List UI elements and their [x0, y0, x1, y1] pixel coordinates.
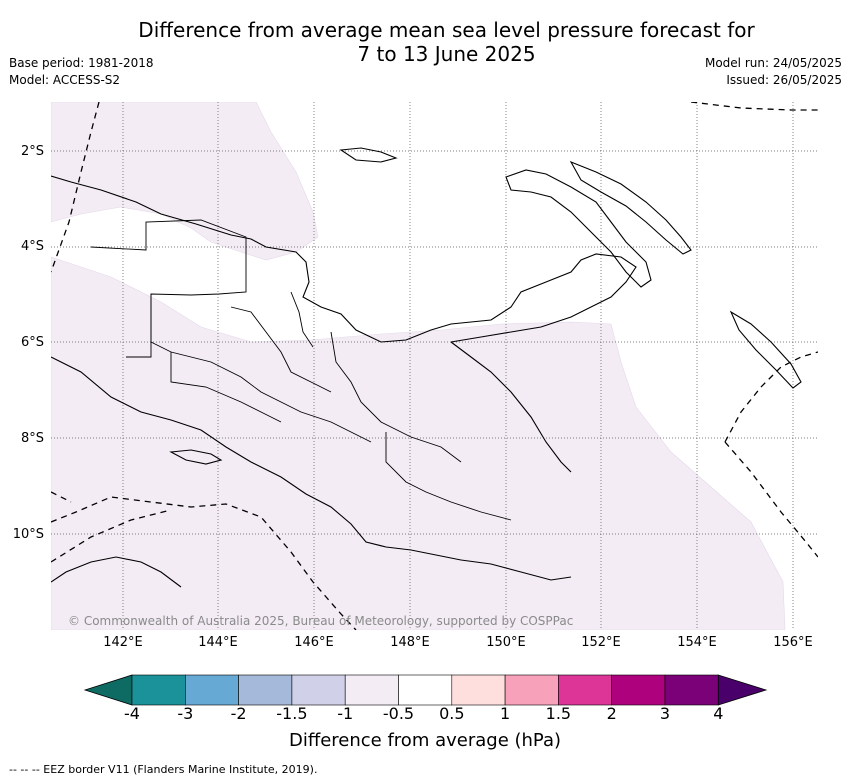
- colorbar-arrow-low: [83, 674, 133, 706]
- meta-right: Model run: 24/05/2025 Issued: 26/05/2025: [705, 55, 842, 89]
- title-line-1: Difference from average mean sea level p…: [138, 18, 755, 42]
- colorbar: [0, 670, 850, 710]
- colorbar-tick-label: 3: [659, 704, 671, 723]
- colorbar-segment: [131, 674, 186, 706]
- model-run: Model run: 24/05/2025: [704, 56, 842, 70]
- lon-label-150e: 150°E: [486, 635, 526, 650]
- colorbar-tick-label: -3: [177, 704, 194, 723]
- colorbar-tick-label: -2: [230, 704, 247, 723]
- lon-label-154e: 154°E: [677, 635, 717, 650]
- lat-label-2s: 2°S: [20, 144, 44, 159]
- colorbar-segment: [611, 674, 666, 706]
- colorbar-tick-label: 1: [500, 704, 511, 723]
- lat-label-8s: 8°S: [20, 431, 44, 446]
- anomaly-region-east: [51, 256, 786, 630]
- map-panel: [51, 102, 818, 630]
- colorbar-tick-label: 1.5: [545, 704, 572, 723]
- lon-label-146e: 146°E: [294, 635, 334, 650]
- colorbar-segment: [504, 674, 559, 706]
- lat-label-10s: 10°S: [12, 527, 44, 542]
- colorbar-tick-label: 2: [606, 704, 617, 723]
- colorbar-tick-label: -1.5: [276, 704, 308, 723]
- map-svg: [51, 102, 818, 630]
- coastlines: [51, 147, 802, 588]
- colorbar-segment: [558, 674, 613, 706]
- colorbar-tick-label: 0.5: [439, 704, 465, 723]
- gridlines: [51, 102, 818, 630]
- colorbar-segment: [398, 674, 453, 706]
- issued-date: Issued: 26/05/2025: [726, 73, 842, 87]
- lat-label-4s: 4°S: [20, 239, 44, 254]
- map-title: Difference from average mean sea level p…: [0, 18, 850, 66]
- lon-label-142e: 142°E: [103, 635, 143, 650]
- lon-label-156e: 156°E: [773, 635, 813, 650]
- lon-label-148e: 148°E: [390, 635, 430, 650]
- title-line-2: 7 to 13 June 2025: [357, 42, 536, 66]
- eez-borders: [51, 102, 818, 630]
- colorbar-tick-label: 4: [713, 704, 724, 723]
- colorbar-segment: [291, 674, 346, 706]
- colorbar-svg: [83, 674, 768, 706]
- colorbar-tick-label: -0.5: [382, 704, 415, 723]
- colorbar-segment: [344, 674, 399, 706]
- lon-label-144e: 144°E: [198, 635, 238, 650]
- colorbar-segment: [451, 674, 506, 706]
- model-name: Model: ACCESS-S2: [9, 73, 121, 87]
- colorbar-label: Difference from average (hPa): [288, 730, 562, 751]
- colorbar-arrow-high: [717, 674, 768, 706]
- lon-label-152e: 152°E: [581, 635, 621, 650]
- eez-legend-note: -- -- -- EEZ border V11 (Flanders Marine…: [9, 763, 318, 776]
- colorbar-tick-label: -1: [337, 704, 354, 723]
- colorbar-tick-label: -4: [124, 704, 140, 723]
- province-borders: [90, 219, 512, 521]
- base-period: Base period: 1981-2018: [9, 56, 154, 70]
- colorbar-segment: [664, 674, 719, 706]
- lat-label-6s: 6°S: [20, 335, 44, 350]
- copyright-text: © Commonwealth of Australia 2025, Bureau…: [68, 614, 574, 628]
- anomaly-region-northwest: [51, 102, 319, 261]
- colorbar-segment: [238, 674, 293, 706]
- colorbar-segment: [185, 674, 239, 706]
- meta-left: Base period: 1981-2018 Model: ACCESS-S2: [9, 55, 154, 89]
